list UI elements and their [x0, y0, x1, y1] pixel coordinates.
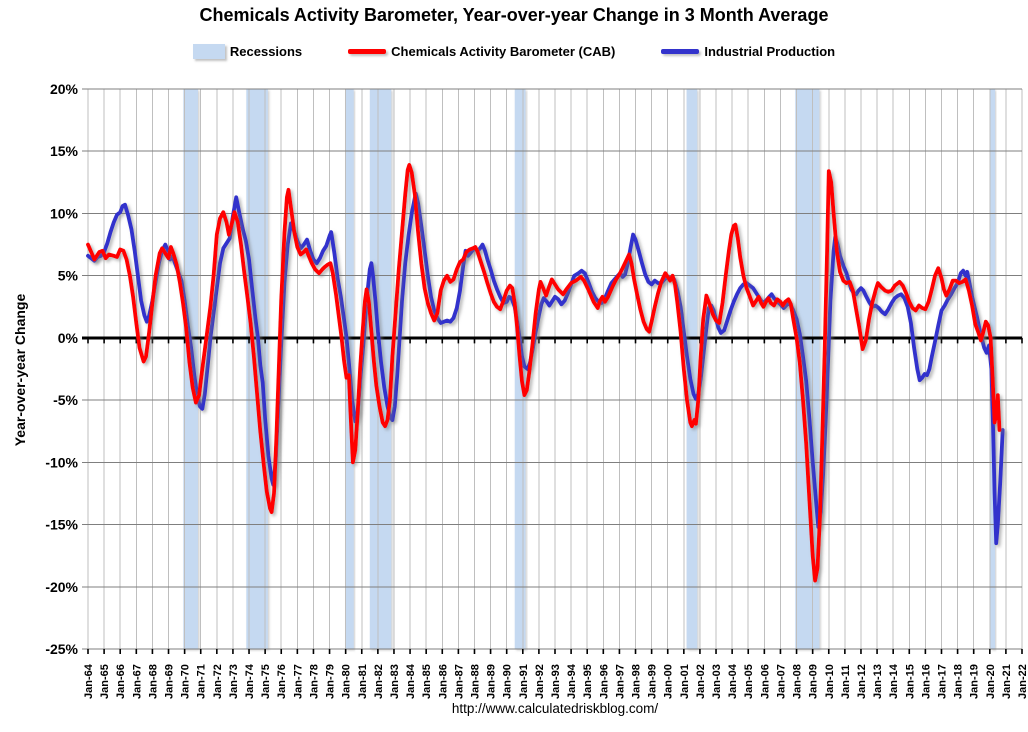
y-axis-labels: 20% 15% 10% 5% 0% -5% -10% -15% -20% -25%: [45, 81, 78, 657]
recession-bands: [183, 89, 996, 649]
x-tick-label: Jan-10: [824, 664, 836, 699]
legend-item-cab: Chemicals Activity Barometer (CAB): [348, 44, 615, 59]
x-tick-label: Jan-05: [743, 664, 755, 699]
x-tick-label: Jan-98: [631, 664, 643, 699]
x-tick-label: Jan-17: [936, 664, 948, 699]
x-tick-label: Jan-12: [856, 664, 868, 699]
zero-axis: [82, 336, 1023, 654]
x-tick-label: Jan-69: [164, 664, 176, 699]
x-tick-label: Jan-71: [196, 664, 208, 699]
series-line-cab: [86, 162, 1002, 583]
x-tick-label: Jan-09: [808, 664, 820, 699]
x-tick-label: Jan-99: [647, 664, 659, 699]
x-tick-label: Jan-86: [437, 664, 449, 699]
y-tick-label: -15%: [45, 517, 78, 533]
x-tick-label: Jan-01: [679, 664, 691, 699]
x-tick-label: Jan-20: [985, 664, 997, 699]
industrial-production-line-swatch-icon: [661, 49, 700, 54]
y-tick-label: 0%: [58, 330, 79, 346]
x-tick-label: Jan-21: [1001, 664, 1013, 699]
x-tick-label: Jan-85: [421, 664, 433, 699]
legend-label-cab: Chemicals Activity Barometer (CAB): [391, 44, 616, 59]
vertical-gridlines: [87, 89, 1023, 649]
x-tick-label: Jan-13: [872, 664, 884, 699]
y-tick-label: -10%: [45, 454, 78, 470]
cab-line-swatch-icon: [348, 49, 387, 54]
x-tick-label: Jan-06: [759, 664, 771, 699]
chart-title: Chemicals Activity Barometer, Year-over-…: [199, 5, 829, 25]
x-tick-label: Jan-77: [292, 664, 304, 699]
x-tick-label: Jan-79: [325, 664, 337, 699]
recession-swatch-icon: [192, 44, 225, 59]
x-tick-label: Jan-84: [405, 663, 417, 699]
x-tick-label: Jan-68: [147, 664, 159, 699]
x-tick-label: Jan-73: [228, 664, 240, 699]
legend-label-industrial-production: Industrial Production: [704, 44, 836, 59]
x-tick-label: Jan-81: [357, 664, 369, 699]
y-tick-label: 5%: [58, 268, 79, 284]
legend: Recessions Chemicals Activity Barometer …: [0, 44, 1028, 59]
y-tick-label: -25%: [45, 641, 78, 657]
x-tick-label: Jan-96: [598, 664, 610, 699]
footer-url: http://www.calculatedriskblog.com/: [451, 701, 659, 716]
x-tick-label: Jan-00: [663, 664, 675, 699]
x-tick-label: Jan-90: [502, 664, 514, 699]
recession-band: [246, 89, 268, 649]
y-tick-label: 15%: [50, 143, 79, 159]
x-tick-label: Jan-88: [469, 664, 481, 699]
x-tick-label: Jan-93: [550, 664, 562, 699]
x-tick-label: Jan-76: [276, 664, 288, 699]
x-tick-label: Jan-16: [920, 664, 932, 699]
x-axis-labels: Jan-64 Jan-65 Jan-66 Jan-67 Jan-68 Jan-69 Jan-…: [83, 663, 1028, 699]
series-line-industrial-production: [86, 191, 1005, 546]
legend-label-recessions: Recessions: [229, 44, 303, 59]
x-tick-label: Jan-08: [792, 664, 804, 699]
x-tick-label: Jan-04: [727, 663, 739, 699]
x-tick-label: Jan-22: [1017, 664, 1028, 699]
x-tick-label: Jan-64: [83, 663, 95, 699]
y-tick-label: 20%: [50, 81, 79, 97]
x-tick-label: Jan-02: [695, 664, 707, 699]
x-tick-label: Jan-82: [373, 664, 385, 699]
x-tick-label: Jan-83: [389, 664, 401, 699]
x-tick-label: Jan-97: [614, 664, 626, 699]
y-axis-title: Year-over-year Change: [12, 293, 28, 447]
x-tick-label: Jan-19: [969, 664, 981, 699]
y-tick-label: -20%: [45, 579, 78, 595]
x-tick-label: Jan-18: [953, 664, 965, 699]
x-tick-label: Jan-78: [308, 664, 320, 699]
recession-band: [686, 89, 698, 649]
x-tick-label: Jan-65: [99, 664, 111, 699]
legend-item-industrial-production: Industrial Production: [661, 44, 835, 59]
x-tick-label: Jan-89: [486, 664, 498, 699]
y-tick-label: -5%: [53, 392, 78, 408]
x-tick-label: Jan-87: [453, 664, 465, 699]
x-tick-label: Jan-15: [904, 664, 916, 699]
y-tick-label: 10%: [50, 205, 79, 221]
x-tick-label: Jan-94: [566, 663, 578, 699]
x-tick-label: Jan-67: [131, 664, 143, 699]
x-tick-label: Jan-70: [180, 664, 192, 699]
x-tick-label: Jan-14: [888, 663, 900, 699]
x-tick-label: Jan-72: [212, 664, 224, 699]
x-tick-label: Jan-74: [244, 663, 256, 699]
legend-item-recessions: Recessions: [192, 44, 303, 59]
x-tick-label: Jan-07: [775, 664, 787, 699]
horizontal-gridlines: [82, 88, 1022, 650]
x-tick-label: Jan-95: [582, 664, 594, 699]
x-tick-label: Jan-66: [115, 664, 127, 699]
x-tick-label: Jan-11: [840, 665, 852, 699]
x-tick-label: Jan-92: [534, 664, 546, 699]
x-tick-label: Jan-75: [260, 664, 272, 699]
x-tick-label: Jan-91: [518, 664, 530, 699]
x-tick-label: Jan-80: [341, 664, 353, 699]
x-tick-label: Jan-03: [711, 664, 723, 699]
